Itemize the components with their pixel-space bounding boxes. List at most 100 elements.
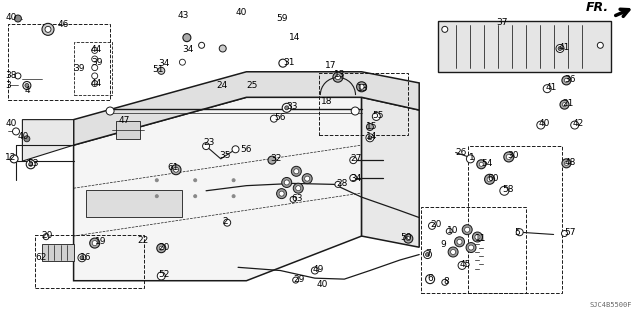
Circle shape [13, 128, 19, 135]
Text: 63: 63 [291, 194, 303, 203]
Circle shape [556, 44, 564, 53]
Circle shape [291, 166, 301, 176]
Circle shape [156, 195, 158, 198]
Circle shape [179, 59, 186, 65]
Text: 9: 9 [440, 241, 446, 249]
Circle shape [543, 85, 551, 93]
Circle shape [312, 267, 318, 274]
Circle shape [78, 254, 86, 262]
Text: 16: 16 [80, 253, 92, 262]
Circle shape [290, 197, 296, 202]
Circle shape [351, 107, 359, 115]
Circle shape [442, 26, 448, 32]
Text: 13: 13 [334, 70, 346, 79]
Text: 38: 38 [5, 71, 17, 80]
Circle shape [282, 103, 291, 112]
Text: 36: 36 [564, 75, 576, 84]
Text: 44: 44 [91, 79, 102, 88]
Circle shape [366, 134, 374, 142]
Circle shape [302, 174, 312, 184]
Circle shape [42, 23, 54, 35]
Circle shape [292, 277, 299, 283]
Circle shape [92, 81, 98, 86]
Circle shape [372, 112, 380, 121]
Circle shape [426, 253, 429, 256]
Circle shape [268, 156, 276, 164]
Circle shape [564, 161, 568, 165]
Bar [74, 42, 112, 95]
Circle shape [194, 195, 196, 198]
Circle shape [429, 222, 435, 229]
Circle shape [198, 42, 205, 48]
Text: 12: 12 [5, 153, 17, 162]
Text: 33: 33 [287, 102, 298, 111]
Circle shape [597, 42, 604, 48]
Circle shape [563, 103, 566, 107]
Circle shape [367, 123, 373, 130]
Text: 44: 44 [91, 45, 102, 54]
Text: 32: 32 [270, 154, 282, 163]
Circle shape [558, 47, 562, 50]
Polygon shape [74, 97, 362, 281]
Circle shape [504, 152, 514, 162]
Text: 30: 30 [507, 151, 518, 160]
Text: 6: 6 [428, 274, 433, 283]
Circle shape [466, 242, 476, 253]
Circle shape [462, 225, 472, 235]
Circle shape [25, 84, 29, 87]
Text: 45: 45 [460, 260, 471, 269]
Circle shape [26, 160, 35, 169]
Circle shape [158, 67, 164, 74]
Text: 5: 5 [514, 228, 520, 237]
Circle shape [305, 176, 310, 181]
Circle shape [442, 279, 448, 285]
Text: 11: 11 [475, 234, 486, 243]
Text: 56: 56 [274, 113, 285, 122]
Circle shape [562, 76, 571, 85]
Text: 40: 40 [5, 119, 17, 128]
Circle shape [45, 26, 51, 32]
Circle shape [220, 45, 226, 52]
Text: 48: 48 [564, 158, 576, 167]
Circle shape [335, 182, 341, 187]
Polygon shape [362, 97, 419, 247]
Text: 13: 13 [357, 84, 369, 93]
Circle shape [458, 261, 466, 270]
Circle shape [90, 238, 100, 248]
Text: 54: 54 [481, 159, 493, 168]
Circle shape [92, 241, 97, 246]
Text: 2: 2 [223, 217, 228, 226]
Text: 27: 27 [351, 154, 362, 163]
Circle shape [359, 84, 364, 89]
Text: 1: 1 [468, 153, 474, 162]
Circle shape [157, 244, 166, 253]
Circle shape [487, 177, 492, 182]
Bar [86, 190, 182, 217]
Text: 35: 35 [219, 151, 230, 160]
Circle shape [454, 237, 465, 247]
Text: 49: 49 [312, 265, 324, 274]
Text: 17: 17 [325, 61, 337, 70]
Text: 14: 14 [366, 132, 378, 141]
Circle shape [335, 75, 340, 80]
Circle shape [350, 174, 356, 182]
Circle shape [282, 177, 292, 188]
Text: 40: 40 [539, 119, 550, 128]
Text: 3: 3 [5, 81, 11, 90]
Circle shape [467, 155, 474, 163]
Text: 61: 61 [168, 163, 179, 172]
Text: 43: 43 [178, 11, 189, 20]
Bar [468, 146, 562, 293]
Circle shape [368, 136, 372, 140]
Bar [35, 235, 144, 288]
Circle shape [279, 59, 287, 67]
Circle shape [457, 239, 462, 244]
Text: 58: 58 [502, 185, 514, 194]
Circle shape [500, 186, 509, 195]
Text: 50: 50 [400, 233, 412, 242]
Text: 22: 22 [138, 236, 149, 245]
Text: 7: 7 [426, 249, 431, 258]
Circle shape [451, 249, 456, 255]
Circle shape [404, 234, 413, 243]
Circle shape [92, 48, 98, 53]
